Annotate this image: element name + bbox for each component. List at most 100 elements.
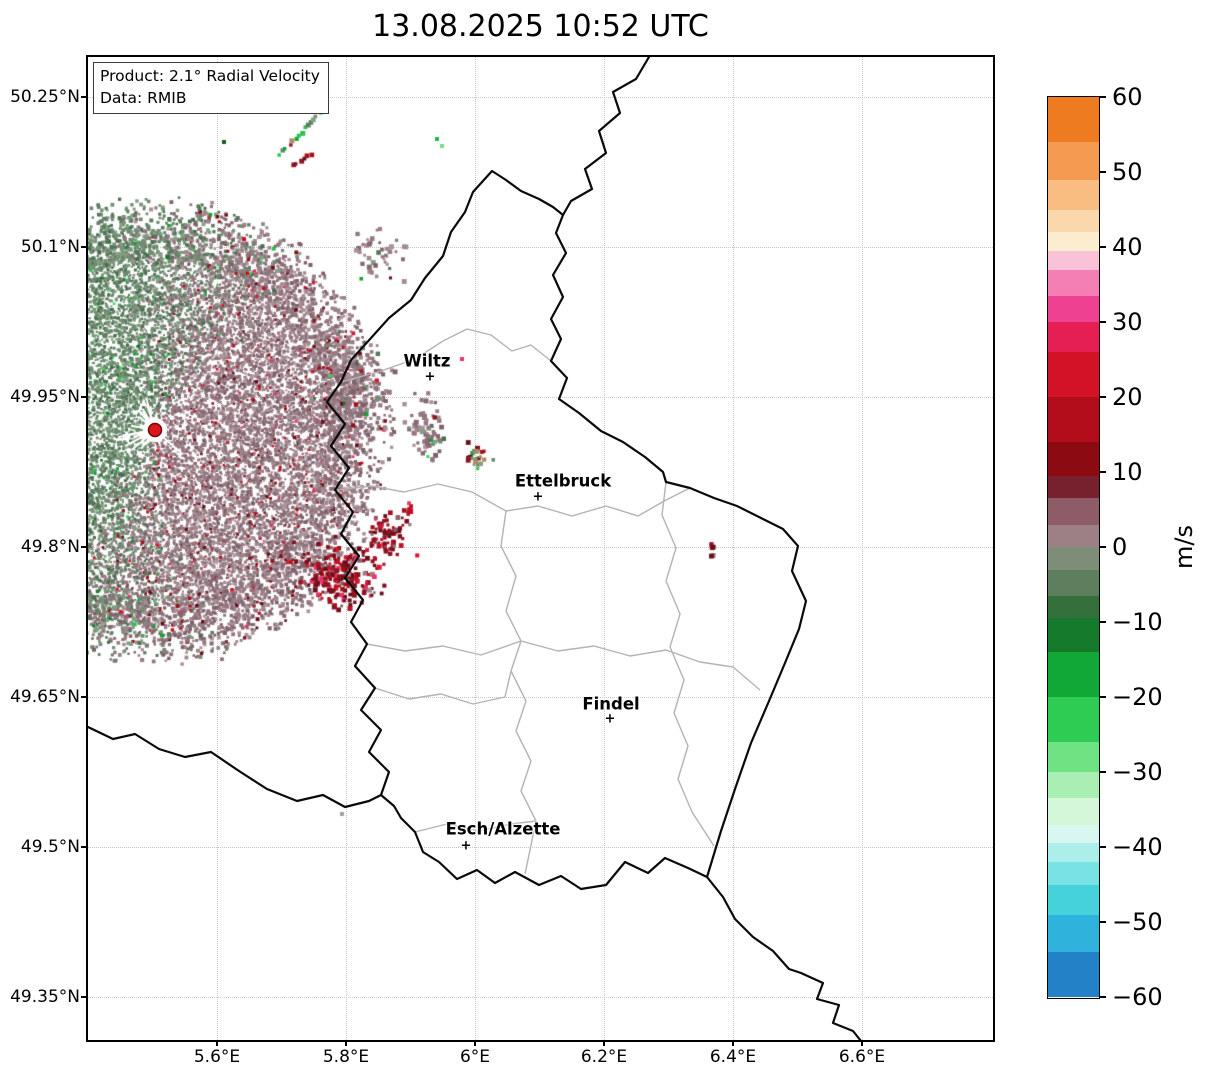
colorbar-band [1048,475,1099,499]
colorbar-tick-mark [1100,771,1106,773]
lat-tick-mark [81,696,86,698]
colorbar-band [1048,843,1099,862]
city-label: Findel [582,694,640,714]
lon-tick-label: 5.6°E [193,1047,241,1067]
colorbar-tick-mark [1100,921,1106,923]
district-border [661,481,715,847]
figure-title: 13.08.2025 10:52 UTC [372,9,709,44]
city-marker: + [532,489,544,505]
colorbar-band [1048,352,1099,397]
colorbar-band [1048,569,1099,596]
colorbar-tick-mark [1100,471,1106,473]
colorbar-tick-mark [1100,696,1106,698]
colorbar-tick-label: 30 [1112,308,1143,336]
colorbar-band [1048,952,1099,997]
colorbar-tick-mark [1100,321,1106,323]
colorbar-tick-mark [1100,171,1106,173]
colorbar-unit-label: m/s [1170,525,1198,569]
country-borders [88,57,862,1040]
colorbar-tick-label: 50 [1112,158,1143,186]
lon-tick-label: 6.2°E [580,1047,628,1067]
district-borders [334,328,761,875]
lat-tick-label: 49.8°N [20,537,80,557]
lon-tick-label: 5.8°E [322,1047,370,1067]
colorbar-tick-label: 0 [1112,533,1128,561]
colorbar-tick-mark [1100,846,1106,848]
colorbar-tick-mark [1100,396,1106,398]
colorbar-band [1048,295,1099,322]
colorbar-tick-label: −30 [1112,758,1163,786]
colorbar-tick-label: 40 [1112,233,1143,261]
district-border [500,510,537,875]
colorbar-band [1048,498,1099,525]
colorbar-band [1048,442,1099,476]
colorbar-bands [1048,97,1099,998]
district-border [366,640,522,656]
lon-tick-label: 6.6°E [838,1047,886,1067]
city-layer: + Wiltz + Ettelbruck + Findel + Esch/Alzette [88,57,993,1040]
radar-velocity-field [88,57,993,1040]
lon-tick-mark [216,1041,218,1046]
district-border [520,640,761,691]
colorbar-band [1048,232,1099,251]
radar-site-marker [147,422,163,438]
city-label: Wiltz [403,351,451,371]
colorbar-tick-label: −50 [1112,908,1163,936]
lat-tick-label: 49.65°N [10,687,80,707]
colorbar-band [1048,524,1099,547]
colorbar-tick-mark [1100,996,1106,998]
colorbar-band [1048,652,1099,697]
lat-tick-mark [81,246,86,248]
lon-tick-label: 6.4°E [709,1047,757,1067]
lon-tick-mark [345,1041,347,1046]
lat-tick-mark [81,846,86,848]
map-borders-svg [88,57,862,1040]
colorbar-band [1048,250,1099,270]
lat-tick-mark [81,996,86,998]
lon-tick-mark [474,1041,476,1046]
colorbar-tick-label: −20 [1112,683,1163,711]
colorbar-band [1048,697,1099,742]
colorbar-band [1048,179,1099,210]
france-belgium-border [88,725,383,809]
colorbar-band [1048,322,1099,352]
colorbar-band [1048,547,1099,570]
district-border [340,328,552,383]
lon-tick-mark [732,1041,734,1046]
colorbar-band [1048,798,1099,825]
lat-tick-label: 50.25°N [10,87,80,107]
belgium-germany-border [561,57,651,217]
colorbar-band [1048,618,1099,652]
colorbar-band [1048,914,1099,952]
france-germany-border [705,875,862,1040]
lat-tick-label: 49.95°N [10,387,80,407]
colorbar [1047,96,1100,999]
district-border [374,670,512,705]
colorbar-tick-mark [1100,246,1106,248]
colorbar-band [1048,742,1099,772]
city-marker: + [424,369,436,385]
lat-tick-mark [81,396,86,398]
city-marker: + [460,838,472,854]
colorbar-band [1048,269,1099,296]
colorbar-band [1048,772,1099,799]
district-border [414,820,537,833]
product-label: Product: 2.1° Radial Velocity [100,67,320,85]
lat-tick-label: 50.1°N [20,237,80,257]
colorbar-band [1048,595,1099,619]
colorbar-band [1048,884,1099,915]
colorbar-band [1048,97,1099,142]
lat-tick-mark [81,546,86,548]
lon-tick-mark [603,1041,605,1046]
colorbar-tick-mark [1100,621,1106,623]
colorbar-band [1048,142,1099,180]
colorbar-tick-label: −40 [1112,833,1163,861]
colorbar-tick-label: −10 [1112,608,1163,636]
data-source-label: Data: RMIB [100,89,187,107]
map-plot: + Wiltz + Ettelbruck + Findel + Esch/Alzette Pr… [88,57,993,1040]
lon-tick-mark [861,1041,863,1046]
lat-tick-label: 49.35°N [10,987,80,1007]
colorbar-band [1048,862,1099,885]
colorbar-band [1048,209,1099,232]
